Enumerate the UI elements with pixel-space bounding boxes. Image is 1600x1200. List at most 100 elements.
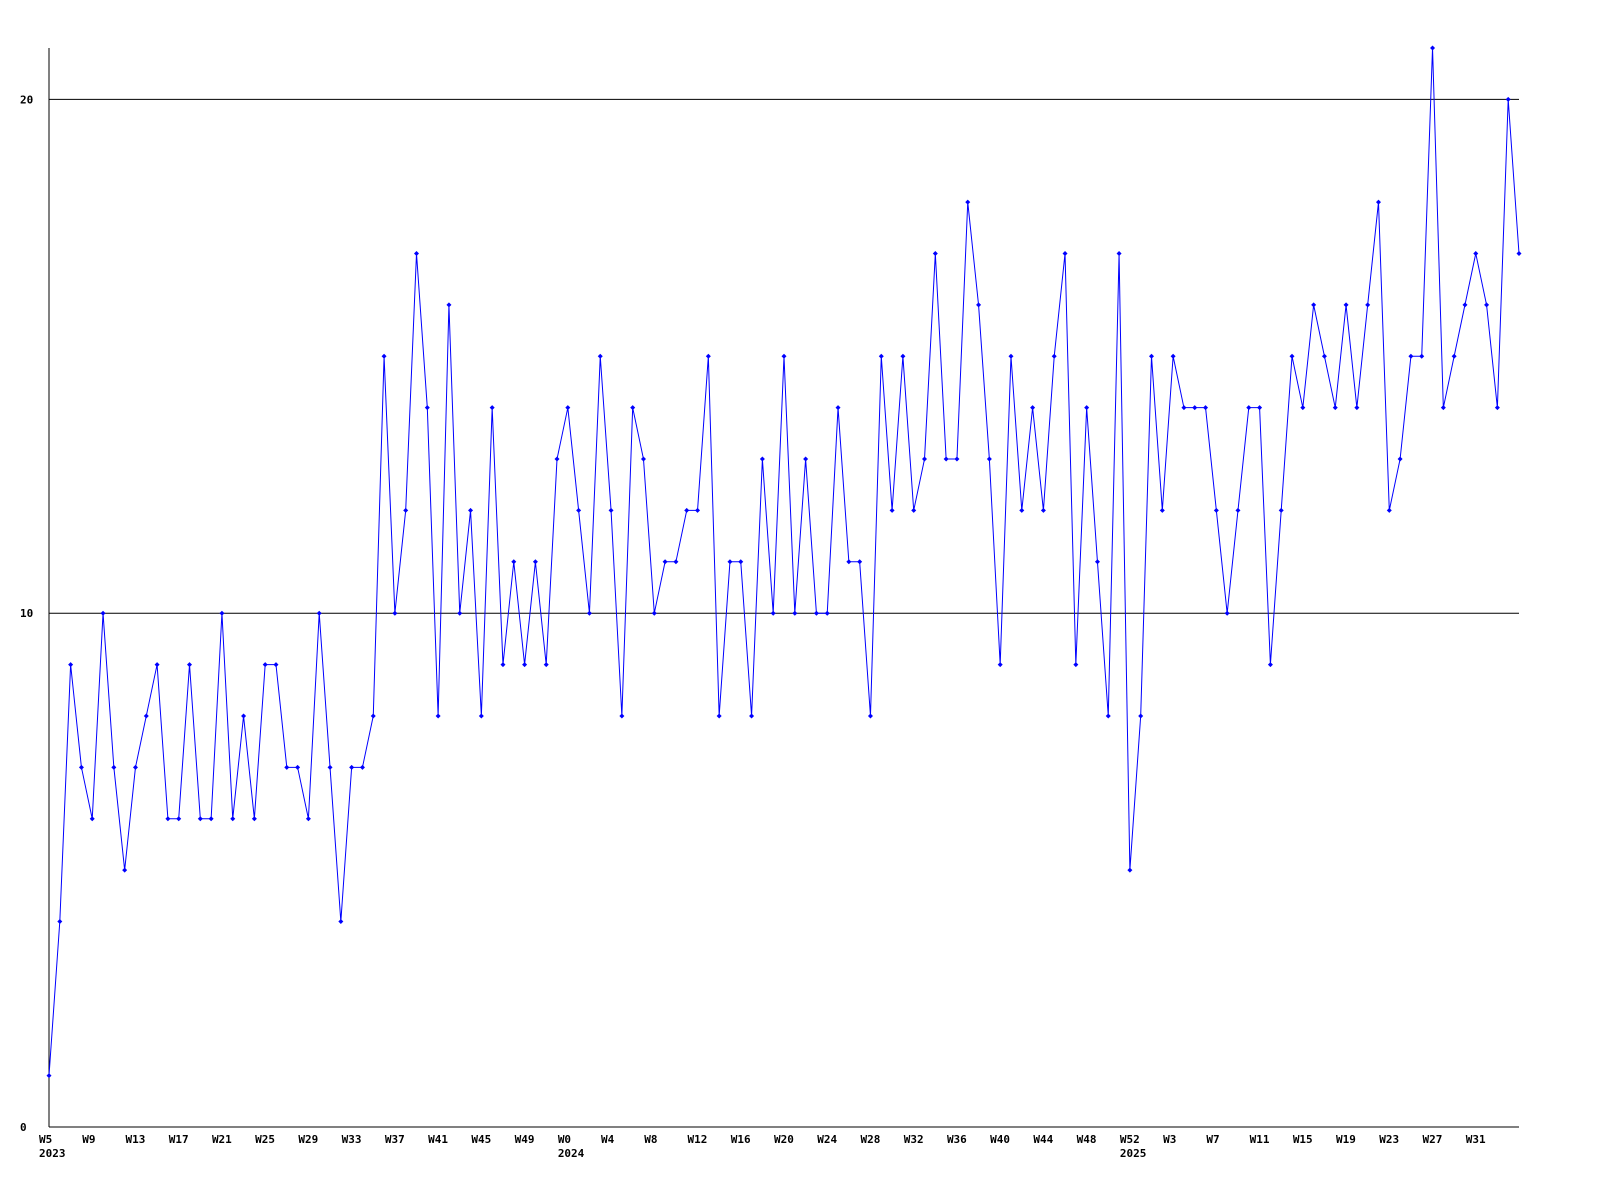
point: [1105, 713, 1111, 719]
point: [489, 405, 495, 411]
point: [468, 507, 474, 513]
point: [813, 610, 819, 616]
point: [532, 559, 538, 565]
point: [511, 559, 517, 565]
x-tick-label: W33: [342, 1133, 362, 1146]
point: [1213, 507, 1219, 513]
point: [1094, 559, 1100, 565]
point: [219, 610, 225, 616]
x-tick-label: W16: [731, 1133, 751, 1146]
x-tick-label: W3: [1163, 1133, 1176, 1146]
point: [251, 816, 257, 822]
point: [727, 559, 733, 565]
point: [68, 662, 74, 668]
point: [316, 610, 322, 616]
point: [770, 610, 776, 616]
x-tick-label: W8: [644, 1133, 657, 1146]
point: [792, 610, 798, 616]
point: [619, 713, 625, 719]
x-tick-label: W25: [255, 1133, 275, 1146]
point: [1019, 507, 1025, 513]
point: [1494, 405, 1500, 411]
point: [554, 456, 560, 462]
point: [522, 662, 528, 668]
point: [165, 816, 171, 822]
y-tick-label: 10: [20, 607, 33, 620]
x-tick-label: W12: [688, 1133, 708, 1146]
point: [608, 507, 614, 513]
point: [359, 764, 365, 770]
point: [1127, 867, 1133, 873]
point: [500, 662, 506, 668]
point: [932, 251, 938, 257]
point: [1386, 507, 1392, 513]
point: [1451, 353, 1457, 359]
point: [662, 559, 668, 565]
point: [305, 816, 311, 822]
x-tick-label: W5: [39, 1133, 52, 1146]
point: [1062, 251, 1068, 257]
point: [89, 816, 95, 822]
point: [414, 251, 419, 257]
x-tick-label: W31: [1466, 1133, 1486, 1146]
point: [273, 662, 279, 668]
point: [1300, 405, 1306, 411]
point: [208, 816, 214, 822]
point: [230, 816, 236, 822]
x-tick-label: W24: [817, 1133, 837, 1146]
point: [1289, 353, 1295, 359]
x-tick-label: W19: [1336, 1133, 1356, 1146]
point: [1354, 405, 1360, 411]
point: [965, 199, 971, 205]
point: [370, 713, 376, 719]
point: [295, 764, 301, 770]
x-tick-label: W41: [428, 1133, 448, 1146]
point: [1375, 199, 1381, 205]
point: [1246, 405, 1252, 411]
point: [1149, 353, 1154, 359]
point: [403, 507, 409, 513]
point: [143, 713, 149, 719]
point: [1473, 251, 1479, 257]
point: [1408, 353, 1414, 359]
point: [846, 559, 852, 565]
x-tick-label: W23: [1379, 1133, 1399, 1146]
point: [651, 610, 657, 616]
point: [640, 456, 646, 462]
point: [1257, 405, 1263, 411]
point: [1484, 302, 1490, 308]
point: [1505, 96, 1511, 102]
point: [857, 559, 863, 565]
point: [122, 867, 128, 873]
x-tick-label: W49: [515, 1133, 535, 1146]
point: [457, 610, 463, 616]
point: [262, 662, 268, 668]
point: [1051, 353, 1057, 359]
x-tick-label: W20: [774, 1133, 794, 1146]
point: [1516, 251, 1522, 257]
point: [1170, 353, 1176, 359]
point: [576, 507, 582, 513]
point: [1397, 456, 1403, 462]
x-tick-label: W27: [1423, 1133, 1443, 1146]
point: [673, 559, 679, 565]
x-year-label: 2024: [558, 1147, 585, 1160]
point: [1203, 405, 1209, 411]
point: [1419, 353, 1425, 359]
point: [197, 816, 203, 822]
point: [176, 816, 182, 822]
point: [187, 662, 193, 668]
x-tick-label: W52: [1120, 1133, 1140, 1146]
point: [132, 764, 138, 770]
point: [759, 456, 765, 462]
point: [543, 662, 549, 668]
point: [597, 353, 603, 359]
point: [349, 764, 355, 770]
x-tick-label: W28: [860, 1133, 880, 1146]
x-tick-label: W15: [1293, 1133, 1313, 1146]
point: [381, 353, 387, 359]
x-tick-label: W0: [558, 1133, 571, 1146]
x-tick-label: W40: [990, 1133, 1010, 1146]
x-tick-label: W44: [1033, 1133, 1053, 1146]
